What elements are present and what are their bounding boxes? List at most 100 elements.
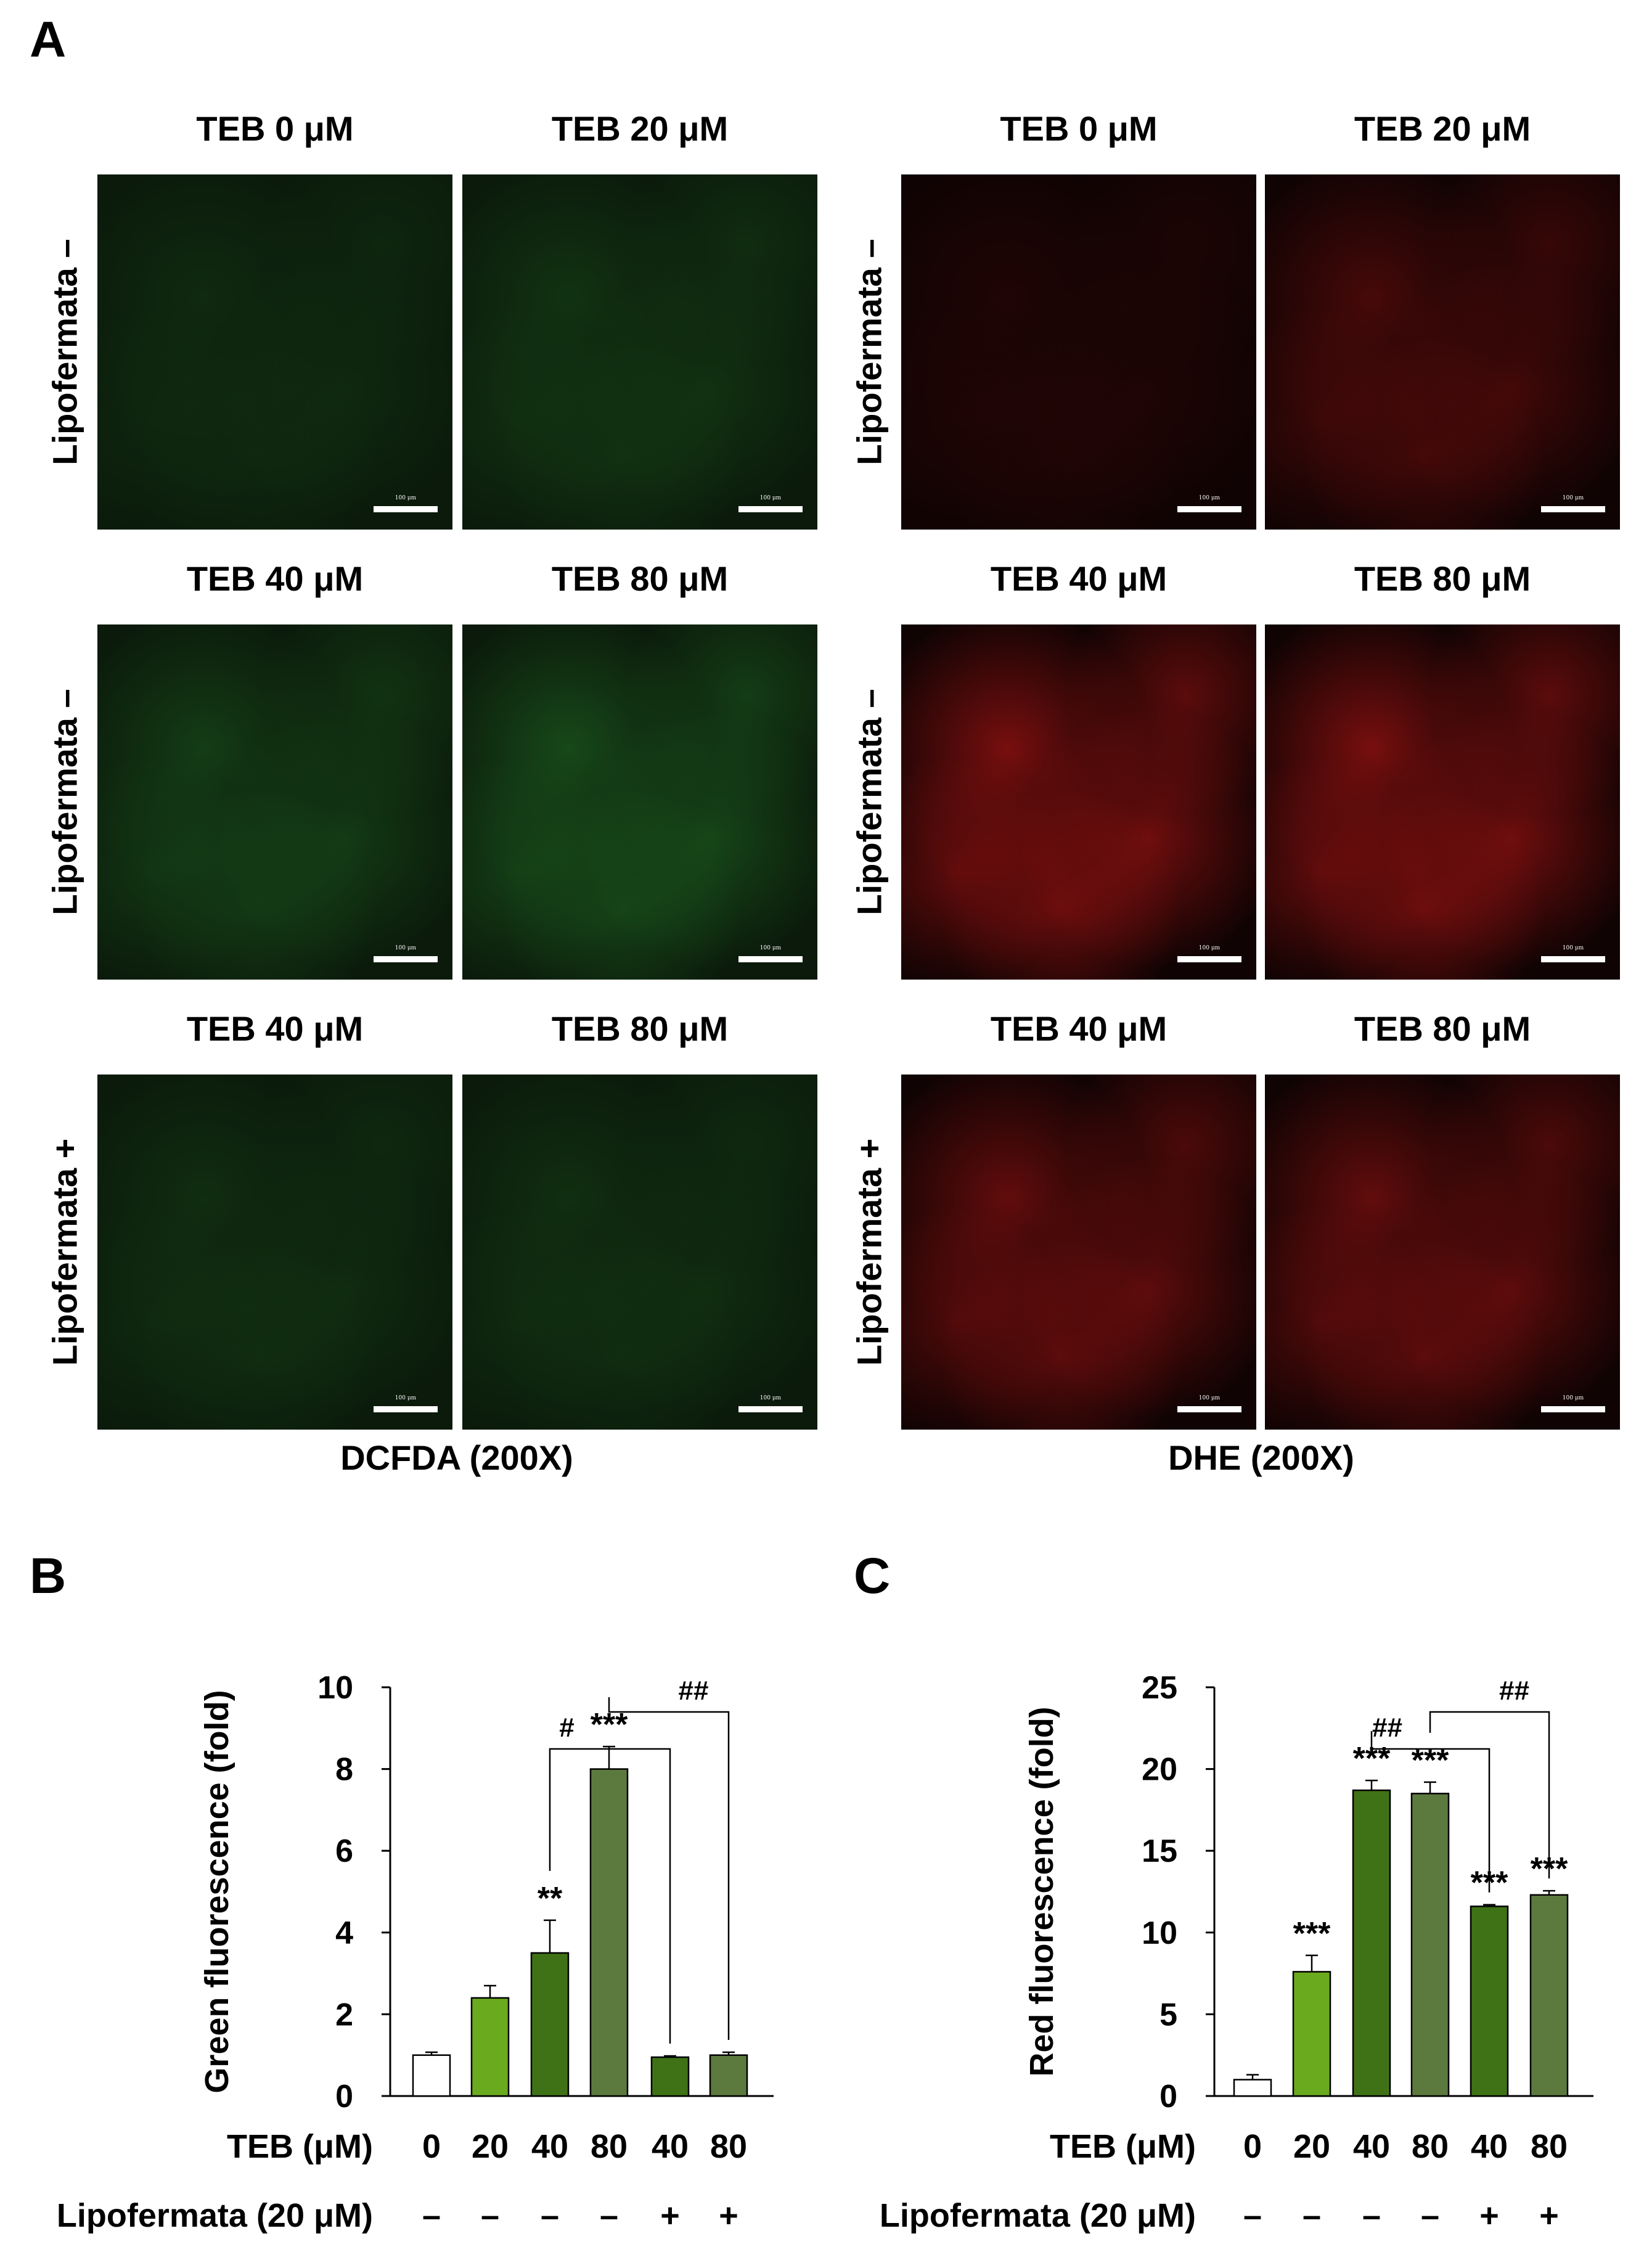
x-tick-label: 80 bbox=[710, 2128, 747, 2165]
lipofermata-row-label: Lipofermata (20 μM) bbox=[880, 2197, 1196, 2234]
significance-label: *** bbox=[1412, 1743, 1449, 1779]
scale-bar-label: 100 μm bbox=[759, 1395, 782, 1401]
dcfda-caption: DCFDA (200X) bbox=[340, 1438, 573, 1477]
bar bbox=[1529, 1894, 1569, 2097]
green-row-label: Lipofermata – bbox=[45, 689, 84, 915]
cotreat-sign: – bbox=[1362, 2197, 1381, 2234]
x-tick-label: 40 bbox=[1471, 2128, 1508, 2165]
bar bbox=[709, 2054, 748, 2097]
green-micrograph: 100 μm bbox=[97, 624, 452, 980]
y-tick-label: 10 bbox=[1142, 1915, 1177, 1951]
green-micrograph: 100 μm bbox=[97, 174, 452, 530]
green-micrograph: 100 μm bbox=[462, 174, 817, 530]
green-micrograph: 100 μm bbox=[462, 1075, 817, 1430]
green-column-label: TEB 80 μM bbox=[551, 559, 729, 598]
x-tick-label: 0 bbox=[1243, 2128, 1262, 2165]
y-tick-label: 20 bbox=[1142, 1752, 1177, 1788]
x-tick-label: 0 bbox=[422, 2128, 441, 2165]
red-micrograph: 100 μm bbox=[1265, 1075, 1620, 1430]
comparison-bracket bbox=[549, 1748, 671, 2044]
y-tick-label: 8 bbox=[335, 1752, 353, 1788]
scale-bar-line bbox=[374, 1406, 438, 1412]
x-tick-label: 80 bbox=[1531, 2128, 1568, 2165]
cotreat-sign: – bbox=[600, 2197, 618, 2234]
scale-bar-label: 100 μm bbox=[395, 495, 417, 501]
scale-bar-label: 100 μm bbox=[759, 495, 782, 501]
red-column-label: TEB 40 μM bbox=[990, 559, 1168, 598]
green-row-label: Lipofermata – bbox=[45, 239, 84, 465]
x-tick-label: 20 bbox=[472, 2128, 509, 2165]
scale-bar-label: 100 μm bbox=[1198, 1395, 1221, 1401]
red-micrograph: 100 μm bbox=[901, 174, 1256, 530]
green-fluorescence-chart: Green fluorescence (fold)0246810*****###… bbox=[57, 1670, 774, 2234]
cotreat-sign: + bbox=[1539, 2197, 1559, 2234]
cotreat-sign: – bbox=[1303, 2197, 1321, 2234]
scale-bar-label: 100 μm bbox=[1562, 1395, 1584, 1401]
cotreat-sign: – bbox=[1421, 2197, 1439, 2234]
red-column-label: TEB 0 μM bbox=[1000, 109, 1158, 148]
y-tick-label: 0 bbox=[1159, 2079, 1177, 2114]
scale-bar: 100 μm bbox=[374, 945, 438, 964]
red-column-label: TEB 40 μM bbox=[990, 1009, 1168, 1048]
scale-bar-label: 100 μm bbox=[1198, 495, 1221, 501]
green-column-label: TEB 0 μM bbox=[196, 109, 354, 148]
scale-bar: 100 μm bbox=[1177, 1395, 1241, 1414]
bar bbox=[650, 2056, 690, 2097]
significance-label: *** bbox=[1293, 1916, 1331, 1952]
scale-bar-label: 100 μm bbox=[1562, 495, 1584, 501]
scale-bar: 100 μm bbox=[1541, 495, 1605, 514]
red-micrograph: 100 μm bbox=[1265, 624, 1620, 980]
red-micrograph: 100 μm bbox=[901, 624, 1256, 980]
scale-bar-line bbox=[1541, 956, 1605, 962]
x-tick-label: 40 bbox=[652, 2128, 689, 2165]
scale-bar: 100 μm bbox=[1177, 495, 1241, 514]
comparison-bracket bbox=[1429, 1711, 1550, 1879]
green-micrograph: 100 μm bbox=[97, 1075, 452, 1430]
bar bbox=[412, 2054, 451, 2097]
bracket-label: # bbox=[559, 1713, 574, 1743]
red-row-label: Lipofermata – bbox=[849, 689, 889, 915]
scale-bar: 100 μm bbox=[1177, 945, 1241, 964]
green-column-label: TEB 20 μM bbox=[551, 109, 729, 148]
scale-bar-label: 100 μm bbox=[1562, 945, 1584, 951]
scale-bar: 100 μm bbox=[738, 495, 803, 514]
scale-bar-label: 100 μm bbox=[759, 945, 782, 951]
panel-label-b: B bbox=[30, 1548, 67, 1604]
cotreat-sign: + bbox=[660, 2197, 680, 2234]
x-tick-label: 80 bbox=[1412, 2128, 1449, 2165]
y-tick-label: 4 bbox=[335, 1915, 353, 1951]
panel-label-a: A bbox=[30, 12, 67, 68]
red-column-label: TEB 80 μM bbox=[1354, 1009, 1531, 1048]
red-micrograph: 100 μm bbox=[901, 1075, 1256, 1430]
x-tick-label: 80 bbox=[591, 2128, 628, 2165]
dhe-caption: DHE (200X) bbox=[1168, 1438, 1354, 1477]
bracket-label: ## bbox=[679, 1676, 709, 1706]
scale-bar-line bbox=[1541, 506, 1605, 512]
scale-bar-line bbox=[738, 506, 803, 512]
green-column-label: TEB 40 μM bbox=[186, 1009, 364, 1048]
scale-bar: 100 μm bbox=[738, 1395, 803, 1414]
scale-bar: 100 μm bbox=[738, 945, 803, 964]
y-tick-label: 2 bbox=[335, 1997, 353, 2033]
teb-row-label: TEB (μM) bbox=[1050, 2128, 1196, 2165]
comparison-bracket bbox=[1370, 1731, 1491, 1893]
cotreat-sign: + bbox=[1479, 2197, 1499, 2234]
red-column-label: TEB 20 μM bbox=[1354, 109, 1531, 148]
scale-bar-line bbox=[1177, 1406, 1241, 1412]
comparison-bracket bbox=[608, 1697, 730, 2041]
red-row-label: Lipofermata – bbox=[849, 239, 889, 465]
red-column-label: TEB 80 μM bbox=[1354, 559, 1531, 598]
y-tick-label: 10 bbox=[317, 1670, 353, 1706]
cotreat-sign: + bbox=[719, 2197, 738, 2234]
bar bbox=[1470, 1906, 1509, 2097]
scale-bar-line bbox=[1177, 956, 1241, 962]
bar bbox=[1292, 1971, 1331, 2097]
scale-bar-label: 100 μm bbox=[395, 1395, 417, 1401]
y-tick-label: 15 bbox=[1142, 1833, 1177, 1869]
panel-label-c: C bbox=[854, 1548, 891, 1604]
scale-bar: 100 μm bbox=[374, 1395, 438, 1414]
green-row-label: Lipofermata + bbox=[45, 1138, 84, 1366]
significance-label: *** bbox=[591, 1707, 628, 1743]
bar bbox=[470, 1997, 510, 2097]
